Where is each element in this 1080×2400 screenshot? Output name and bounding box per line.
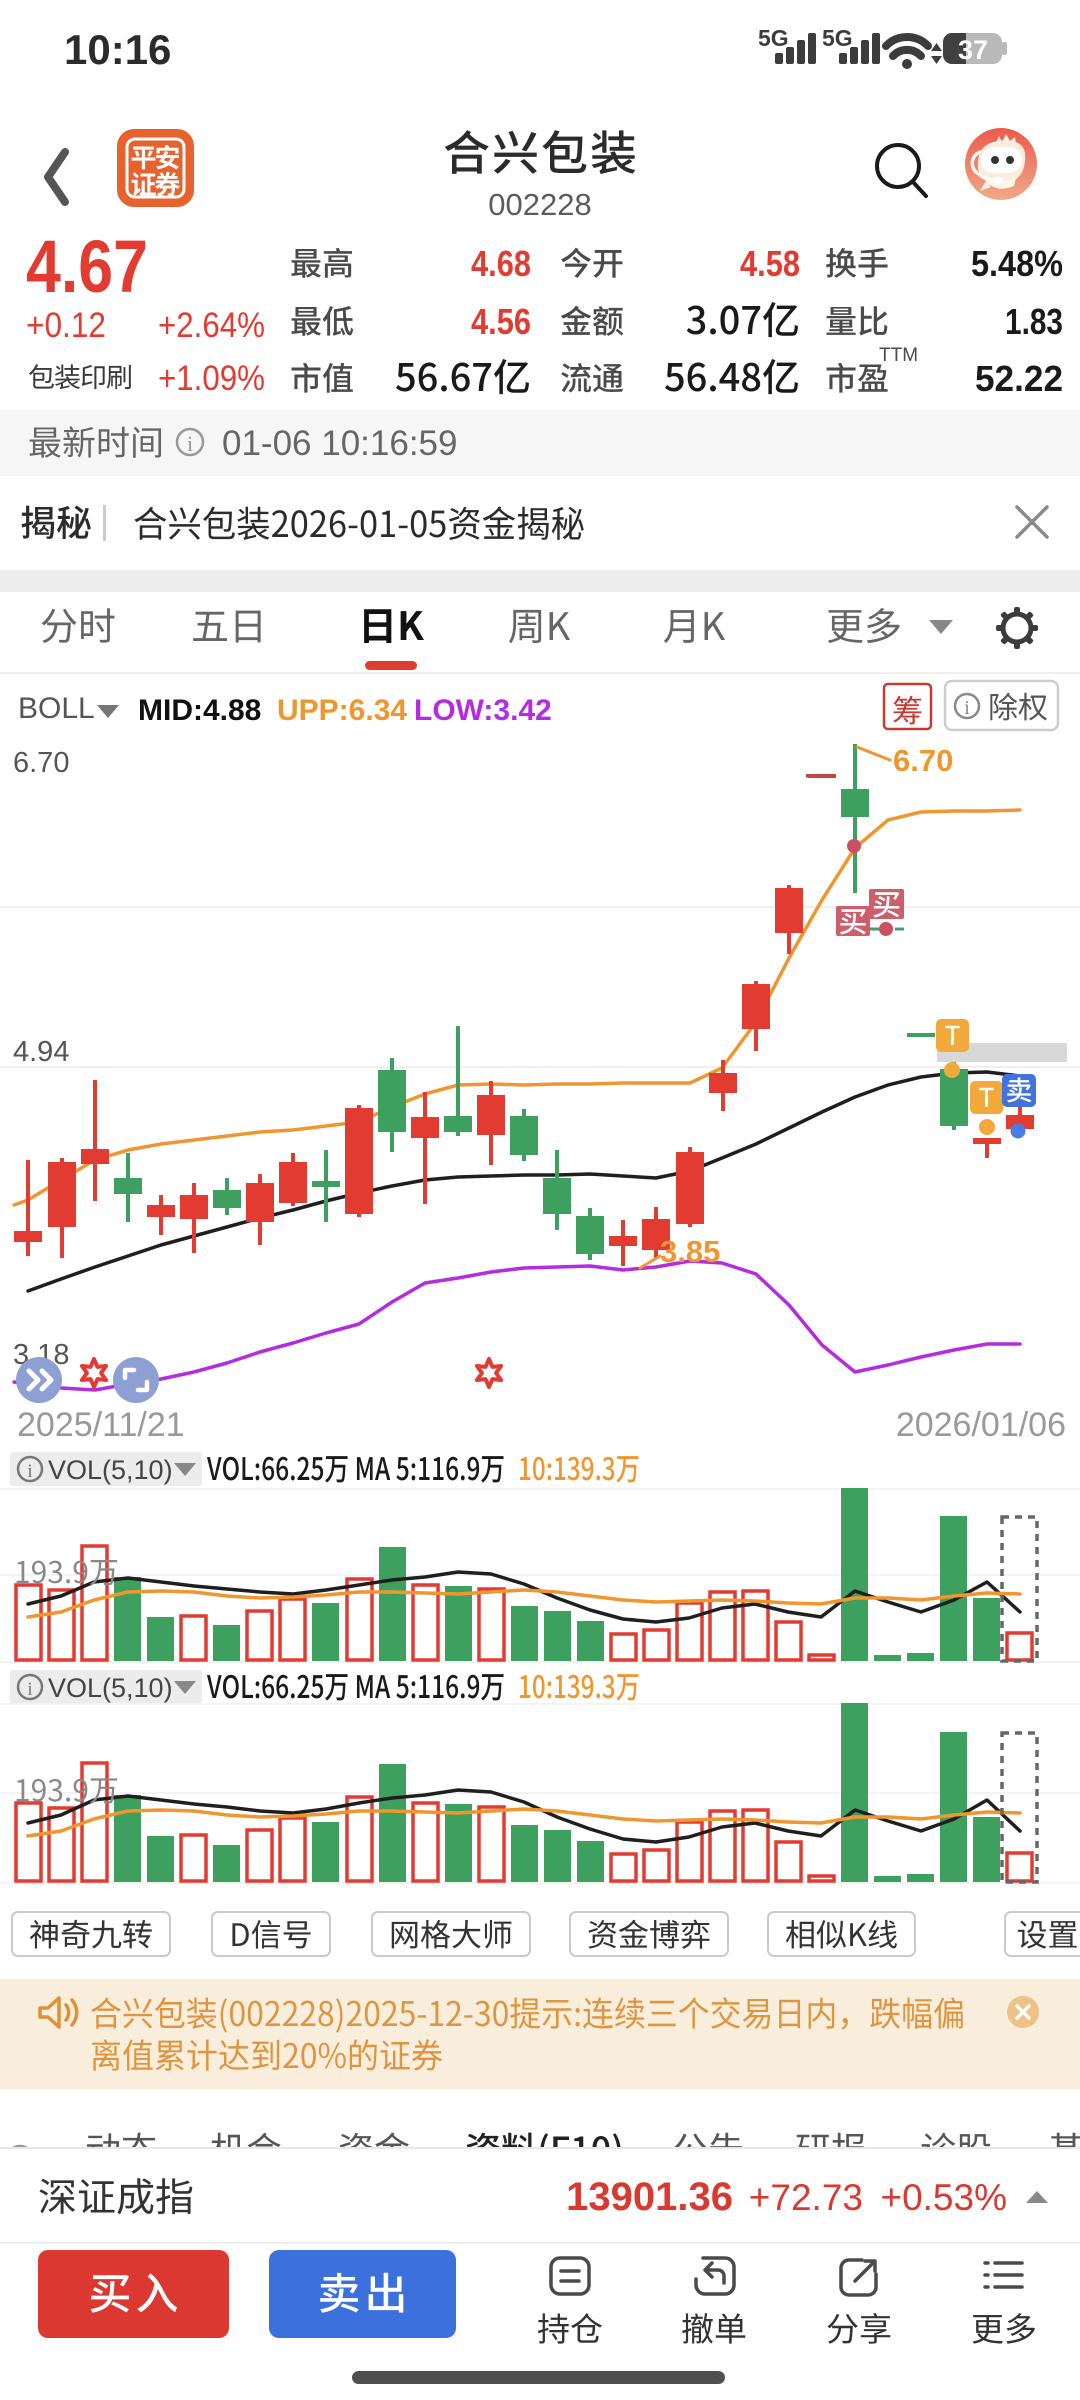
svg-text:i: i — [964, 697, 970, 719]
svg-text:i: i — [187, 431, 193, 456]
svg-text:002228: 002228 — [488, 187, 591, 222]
svg-text:MID:4.88: MID:4.88 — [138, 694, 261, 727]
svg-text:4.58: 4.58 — [740, 243, 800, 284]
svg-text:UPP:6.34: UPP:6.34 — [277, 694, 407, 727]
svg-text:VOL(5,10): VOL(5,10) — [48, 1673, 173, 1703]
svg-text:3.85: 3.85 — [660, 1234, 720, 1269]
svg-text:+0.53%: +0.53% — [880, 2177, 1007, 2218]
svg-text:+0.12: +0.12 — [26, 306, 106, 345]
svg-text:1.83: 1.83 — [1005, 301, 1063, 342]
svg-text:10:16: 10:16 — [64, 26, 171, 73]
svg-text:TTM: TTM — [879, 345, 918, 366]
svg-text:i: i — [27, 1461, 32, 1482]
svg-text:5G: 5G — [758, 25, 789, 51]
svg-text:LOW:3.42: LOW:3.42 — [414, 694, 552, 727]
svg-text:4.56: 4.56 — [471, 301, 531, 342]
svg-text:6.70: 6.70 — [13, 747, 69, 779]
svg-text:5.48%: 5.48% — [971, 243, 1063, 284]
svg-text:01-06 10:16:59: 01-06 10:16:59 — [222, 424, 457, 463]
svg-text:37: 37 — [958, 35, 988, 65]
svg-text:4.67: 4.67 — [26, 225, 148, 308]
svg-text:5G: 5G — [822, 25, 853, 51]
svg-text:+2.64%: +2.64% — [158, 306, 265, 345]
svg-text:4.68: 4.68 — [471, 243, 531, 284]
svg-text:52.22: 52.22 — [975, 358, 1063, 399]
svg-text:13901.36: 13901.36 — [566, 2175, 733, 2219]
svg-text:6.70: 6.70 — [893, 743, 953, 778]
svg-text:4.94: 4.94 — [13, 1036, 69, 1068]
svg-text:VOL(5,10): VOL(5,10) — [48, 1455, 173, 1485]
svg-text:i: i — [27, 1679, 32, 1700]
svg-text:2026/01/06: 2026/01/06 — [896, 1406, 1066, 1444]
svg-text:BOLL: BOLL — [18, 692, 95, 725]
svg-text:+1.09%: +1.09% — [158, 359, 265, 398]
svg-text:+72.73: +72.73 — [749, 2177, 863, 2218]
svg-text:2025/11/21: 2025/11/21 — [17, 1406, 185, 1444]
